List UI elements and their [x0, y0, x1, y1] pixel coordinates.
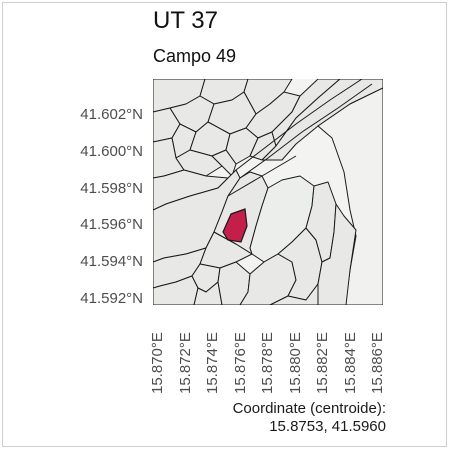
road-edge — [239, 83, 373, 179]
y-tick-label: 41.602°N — [80, 106, 143, 123]
y-tick-label: 41.596°N — [80, 216, 143, 233]
parcel-layer — [153, 79, 383, 305]
x-tick-label: 15.870°E — [149, 332, 166, 394]
road-lines — [227, 79, 373, 197]
y-tick-label: 41.600°N — [80, 143, 143, 160]
x-tick-label: 15.882°E — [314, 332, 331, 394]
centroid-caption: Coordinate (centroide): 15.8753, 41.5960 — [233, 400, 386, 436]
x-tick-label: 15.880°E — [287, 332, 304, 394]
x-tick: 15.886°E — [369, 314, 390, 394]
x-tick-label: 15.874°E — [204, 332, 221, 394]
road-edge — [235, 79, 363, 171]
x-tick-label: 15.886°E — [369, 332, 386, 394]
parcel — [211, 149, 237, 177]
x-tick: 15.874°E — [204, 314, 225, 394]
y-tick-label: 41.594°N — [80, 253, 143, 270]
x-tick: 15.878°E — [259, 314, 280, 394]
x-tick-label: 15.878°E — [259, 332, 276, 394]
x-tick: 15.884°E — [342, 314, 363, 394]
road-edge — [227, 155, 297, 197]
x-tick: 15.880°E — [287, 314, 308, 394]
parcel — [269, 283, 319, 305]
y-tick-label: 41.598°N — [80, 180, 143, 197]
map-subtitle: Campo 49 — [153, 46, 237, 66]
x-tick-label: 15.876°E — [232, 332, 249, 394]
x-tick: 15.882°E — [314, 314, 335, 394]
x-tick: 15.872°E — [177, 314, 198, 394]
x-tick: 15.876°E — [232, 314, 253, 394]
x-tick-label: 15.872°E — [177, 332, 194, 394]
x-tick: 15.870°E — [149, 314, 170, 394]
map-title: UT 37 — [153, 7, 218, 34]
highlighted-parcel[interactable] — [222, 208, 248, 243]
y-tick-label: 41.592°N — [80, 290, 143, 307]
x-tick-label: 15.884°E — [342, 332, 359, 394]
centroid-label: Coordinate (centroide): — [232, 400, 386, 417]
parcel — [317, 203, 357, 305]
parcel — [317, 87, 383, 305]
centroid-value: 15.8753, 41.5960 — [269, 418, 386, 435]
